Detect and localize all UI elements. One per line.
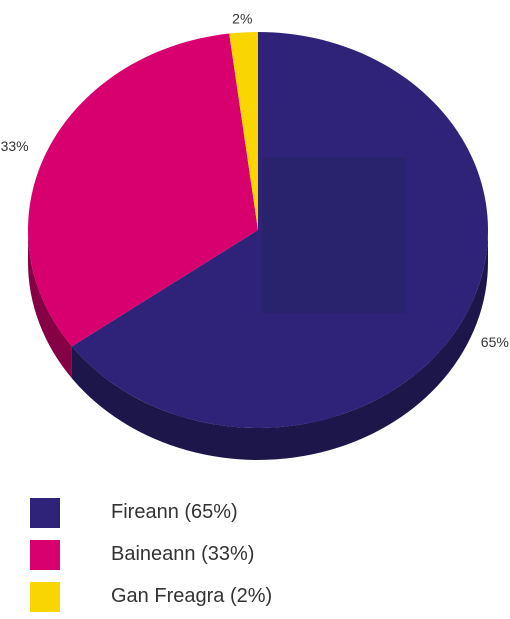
- legend-label-gan-freagra: Gan Freagra (2%): [111, 585, 272, 608]
- pie-chart: 65% 33% 2%: [0, 0, 510, 470]
- legend-item-gan-freagra[interactable]: Gan Freagra (2%): [30, 577, 490, 616]
- data-label-gan-freagra: 2%: [232, 10, 252, 26]
- legend-swatch-fireann: [30, 498, 60, 528]
- data-label-fireann: 65%: [481, 334, 509, 350]
- legend-item-baineann[interactable]: Baineann (33%): [30, 535, 490, 574]
- legend-item-fireann[interactable]: Fireann (65%): [30, 493, 490, 532]
- legend-label-fireann: Fireann (65%): [111, 501, 238, 524]
- pie-top-faces: [28, 32, 488, 428]
- chart-shading-overlay: [262, 158, 406, 313]
- data-label-baineann: 33%: [1, 138, 29, 154]
- legend-label-baineann: Baineann (33%): [111, 543, 254, 566]
- legend-swatch-baineann: [30, 540, 60, 570]
- legend: Fireann (65%) Baineann (33%) Gan Freagra…: [30, 493, 490, 619]
- legend-swatch-gan-freagra: [30, 582, 60, 612]
